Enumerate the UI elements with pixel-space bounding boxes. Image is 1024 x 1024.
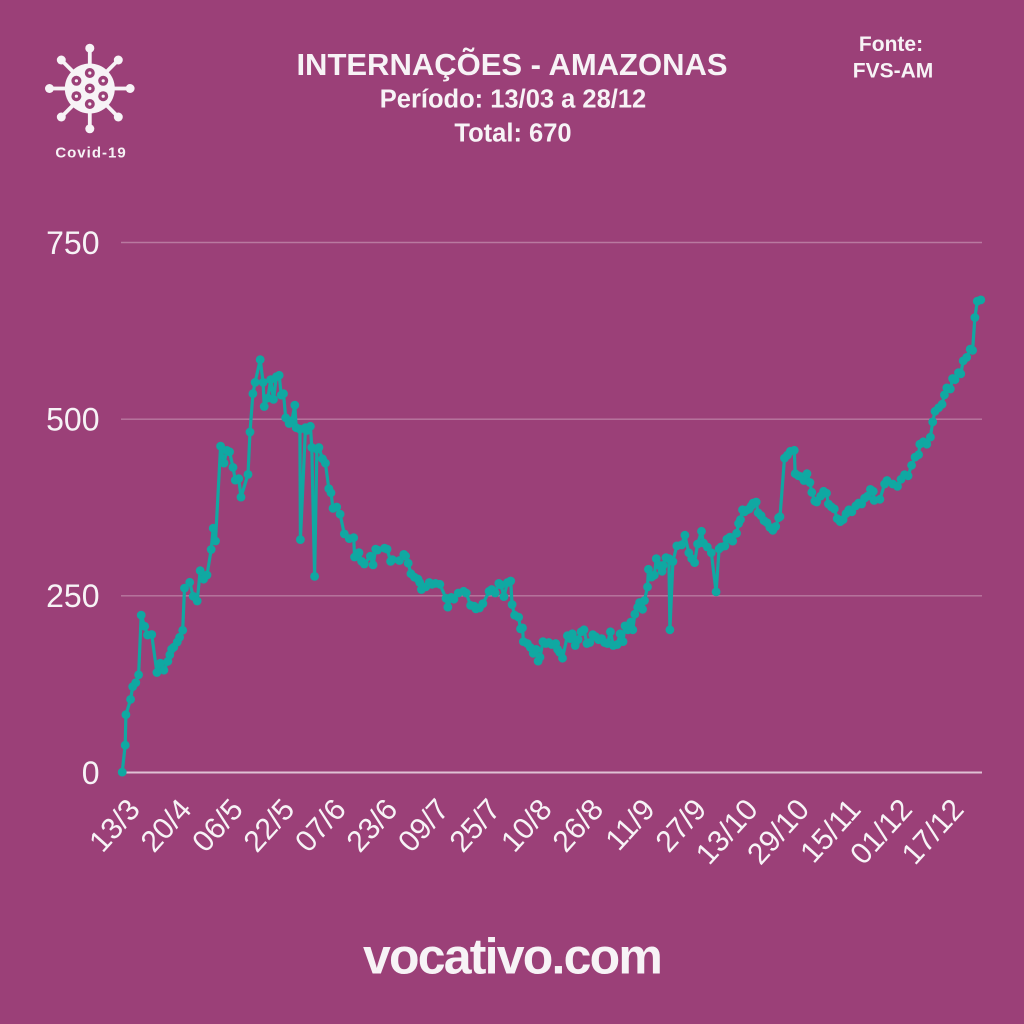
svg-text:Período: 13/03 a 28/12: Período: 13/03 a 28/12 [380,86,646,114]
svg-text:Total: 670: Total: 670 [454,120,571,148]
svg-text:vocativo.com: vocativo.com [363,929,661,985]
svg-text:22/5: 22/5 [238,793,302,858]
svg-text:09/7: 09/7 [392,793,456,858]
svg-text:13/3: 13/3 [83,793,147,858]
svg-text:23/6: 23/6 [341,793,405,858]
svg-text:26/8: 26/8 [547,793,611,858]
svg-text:FVS-AM: FVS-AM [853,60,934,83]
svg-text:11/9: 11/9 [599,793,661,857]
svg-text:750: 750 [46,225,99,261]
svg-text:10/8: 10/8 [495,793,559,858]
svg-text:20/4: 20/4 [135,793,199,858]
svg-text:07/6: 07/6 [289,793,353,858]
svg-text:Covid-19: Covid-19 [55,145,126,162]
svg-text:Fonte:: Fonte: [859,33,923,56]
svg-text:06/5: 06/5 [186,793,250,858]
svg-text:INTERNAÇÕES - AMAZONAS: INTERNAÇÕES - AMAZONAS [296,46,727,82]
svg-text:0: 0 [82,755,100,791]
svg-text:250: 250 [46,578,99,614]
svg-text:25/7: 25/7 [444,793,508,858]
svg-text:500: 500 [46,402,99,438]
